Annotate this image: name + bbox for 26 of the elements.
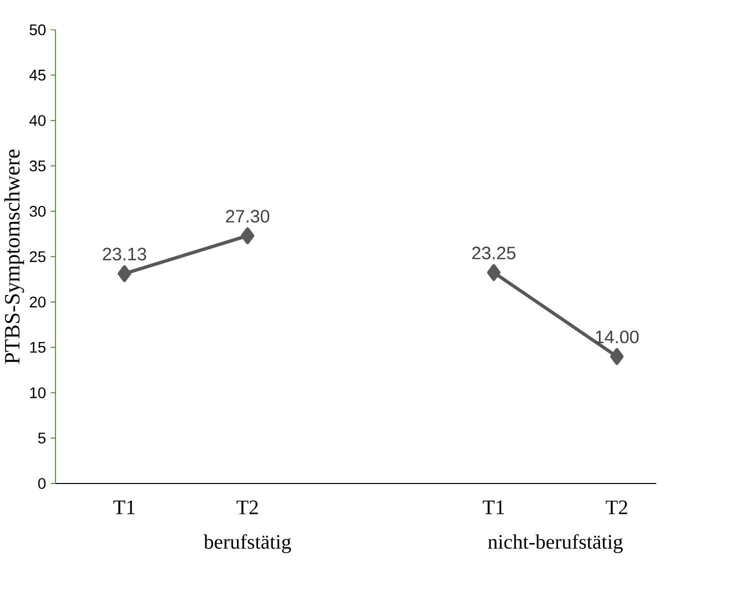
- point: [240, 227, 254, 244]
- text: nicht-berufstätig: [488, 534, 623, 554]
- y-tick-label: 10: [30, 387, 46, 398]
- y-tick-label: 0: [38, 478, 46, 490]
- x-tick-label: T2: [236, 500, 258, 514]
- point: [118, 265, 132, 282]
- x-tick-label: T2: [606, 500, 628, 514]
- data-label: 23.13: [102, 248, 146, 261]
- y-tick-label: 50: [30, 24, 46, 36]
- y-tick-label: 25: [30, 251, 46, 262]
- data-label: 23.25: [472, 246, 516, 260]
- y-axis-title: PTBS-Symptomschwere: [4, 150, 24, 364]
- text: berufstätig: [204, 534, 292, 554]
- y-tick-label: 30: [30, 206, 46, 217]
- data-label: 14.00: [596, 330, 639, 344]
- x-tick-label: T1: [482, 500, 504, 514]
- point: [487, 264, 501, 282]
- y-tick-label: 20: [30, 296, 46, 308]
- data-label: 27.30: [226, 210, 270, 223]
- y-tick-label: 45: [29, 70, 46, 81]
- point: [610, 348, 624, 365]
- y-tick-label: 35: [30, 160, 46, 172]
- y-tick-label: 40: [29, 115, 46, 126]
- x-tick-label: T1: [113, 500, 135, 514]
- y-tick-label: 5: [38, 432, 46, 444]
- y-tick-label: 15: [30, 342, 46, 353]
